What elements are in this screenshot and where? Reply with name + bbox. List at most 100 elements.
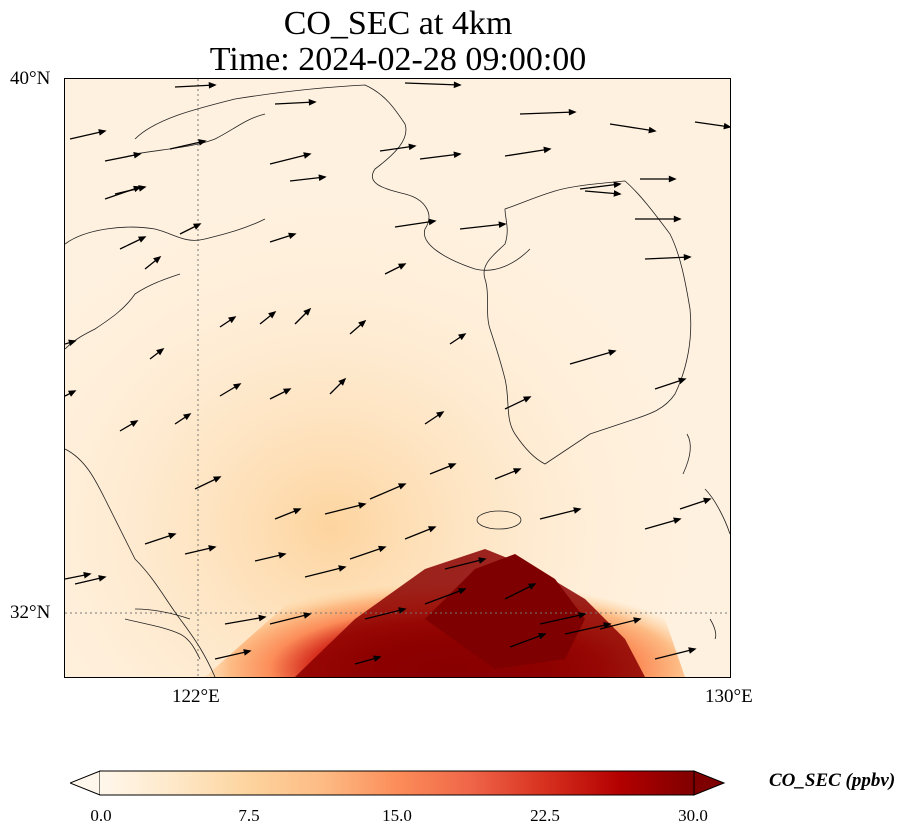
wind-arrow xyxy=(394,220,436,228)
wind-arrow xyxy=(404,82,461,86)
wind-arrow xyxy=(364,608,406,620)
colorbar-gradient xyxy=(100,771,694,795)
colorbar-tick: 7.5 xyxy=(238,806,260,825)
wind-arrow xyxy=(519,111,576,115)
colorbar-min-extend xyxy=(70,770,101,796)
wind-arrow xyxy=(274,101,316,105)
wind-arrow-head xyxy=(212,476,222,483)
wind-arrow-head xyxy=(397,263,407,270)
wind-arrow-head xyxy=(358,319,367,328)
wind-arrow-head xyxy=(448,463,457,470)
map-title: CO_SEC at 4km xyxy=(283,5,513,42)
wind-arrow-head xyxy=(398,607,407,614)
wind-arrow-head xyxy=(156,347,165,356)
wind-arrow-head xyxy=(453,151,462,159)
wind-arrow-head xyxy=(303,152,312,159)
wind-arrow xyxy=(539,613,586,625)
wind-arrow-head xyxy=(268,310,277,319)
wind-arrow-head xyxy=(543,146,552,154)
wind-arrow xyxy=(569,350,616,365)
wind-arrow-head xyxy=(478,557,487,564)
wind-arrow-head xyxy=(278,552,287,559)
wind-arrow-head xyxy=(703,497,712,505)
wind-arrow-head xyxy=(603,622,612,629)
wind-arrow-head xyxy=(67,390,77,397)
wind-arrow-head xyxy=(68,339,77,346)
wind-arrow-head xyxy=(436,411,445,419)
colorbar-tick: 15.0 xyxy=(382,806,412,825)
wind-arrow xyxy=(174,84,216,88)
wind-arrow-head xyxy=(513,468,522,475)
wind-arrow-head xyxy=(303,307,312,316)
wind-arrow xyxy=(224,616,266,625)
wind-arrow-head xyxy=(522,396,532,403)
wind-arrow-head xyxy=(673,215,682,223)
wind-arrow xyxy=(564,623,611,635)
colorbar xyxy=(70,770,726,796)
wind-arrow xyxy=(504,148,551,157)
wind-arrow xyxy=(654,648,696,660)
lon-label-130: 130°E xyxy=(705,686,753,707)
wind-arrow xyxy=(324,503,366,515)
wind-arrow-head xyxy=(208,81,217,89)
wind-arrow-head xyxy=(338,565,347,572)
coastlines xyxy=(65,84,730,677)
wind-arrow xyxy=(419,153,461,160)
wind-arrow xyxy=(369,483,406,500)
wind-arrow-head xyxy=(458,333,467,341)
wind-arrow-head xyxy=(98,575,107,582)
wind-arrow-head xyxy=(398,483,407,490)
map-subtitle-time: Time: 2024-02-28 09:00:00 xyxy=(209,41,587,78)
map-svg xyxy=(65,79,730,677)
wind-arrow-head xyxy=(133,151,142,159)
wind-arrow-head xyxy=(198,139,207,146)
colorbar-tick: 30.0 xyxy=(678,806,708,825)
wind-arrow xyxy=(599,618,641,630)
wind-arrow-head xyxy=(208,545,217,552)
wind-arrow-head xyxy=(668,175,677,183)
wind-arrow-head xyxy=(288,232,297,240)
wind-arrow-head xyxy=(373,655,382,662)
wind-arrow-head xyxy=(428,526,437,533)
wind-arrow-head xyxy=(282,388,292,395)
wind-arrow-head xyxy=(673,517,682,524)
wind-arrow-head xyxy=(633,617,642,624)
wind-arrow xyxy=(424,588,466,605)
wind-arrow-head xyxy=(578,612,587,619)
wind-arrow-head xyxy=(378,545,387,553)
wind-arrow-head xyxy=(678,377,687,385)
lat-label-40: 40°N xyxy=(10,68,51,89)
wind-arrow-head xyxy=(293,508,302,515)
wind-arrow-head xyxy=(129,420,139,427)
wind-arrow-head xyxy=(303,612,312,619)
wind-arrow xyxy=(609,123,656,132)
wind-arrow xyxy=(579,183,621,190)
wind-arrow-head xyxy=(688,647,697,654)
wind-arrow-head xyxy=(648,126,657,134)
wind-arrow xyxy=(539,508,581,520)
wind-arrow-head xyxy=(453,81,462,89)
wind-arrow-head xyxy=(168,532,177,540)
wind-arrow-head xyxy=(308,98,317,106)
wind-arrow-head xyxy=(613,190,622,197)
wind-arrow-head xyxy=(98,129,107,136)
colorbar-tick: 22.5 xyxy=(530,806,560,825)
wind-arrow-head xyxy=(232,383,242,391)
wind-arrow-head xyxy=(228,316,237,324)
wind-arrow-head xyxy=(527,583,537,590)
wind-arrow xyxy=(444,558,486,570)
wind-arrow-head xyxy=(683,253,692,261)
wind-arrow xyxy=(644,256,691,260)
colorbar-max-extend xyxy=(693,770,726,796)
wind-arrow xyxy=(269,153,311,165)
wind-arrow-head xyxy=(243,649,252,656)
wind-arrow-head xyxy=(568,108,577,116)
wind-vectors xyxy=(65,81,730,665)
lat-label-32: 32°N xyxy=(10,602,51,623)
wind-arrow-head xyxy=(573,507,582,514)
colorbar-label: CO_SEC (ppbv) xyxy=(769,770,896,791)
wind-arrow-head xyxy=(153,255,162,264)
wind-arrow-head xyxy=(183,413,192,421)
wind-arrow-head xyxy=(358,502,367,509)
wind-arrow-head xyxy=(428,218,437,226)
